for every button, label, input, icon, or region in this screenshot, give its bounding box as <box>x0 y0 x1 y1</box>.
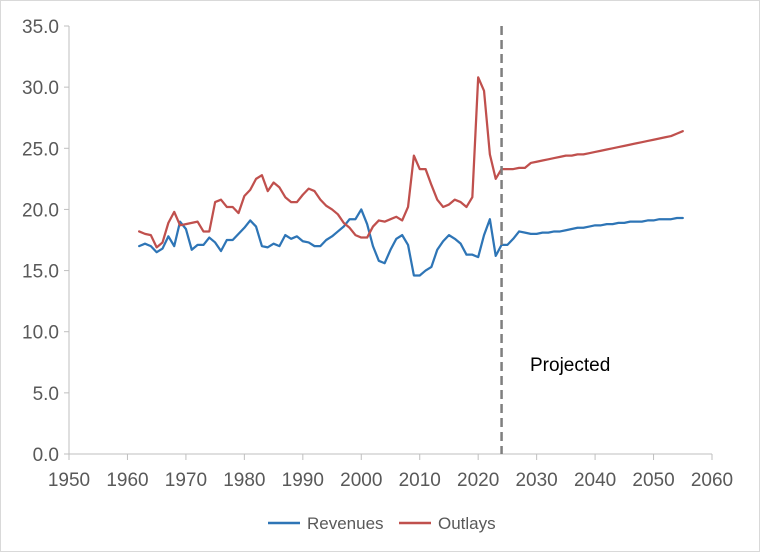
x-tick-label: 2010 <box>399 470 441 491</box>
series-group <box>138 76 684 277</box>
x-tick-label: 2020 <box>457 470 499 491</box>
x-tick-label: 2030 <box>515 470 557 491</box>
x-tick-label: 2000 <box>340 470 382 491</box>
annotation-group: Projected <box>500 26 610 454</box>
y-tick-label: 15.0 <box>22 262 59 283</box>
series-line-revenues <box>138 208 684 277</box>
x-tick-label: 2050 <box>632 470 674 491</box>
x-tick-label: 2040 <box>574 470 616 491</box>
x-tick-label: 2060 <box>691 470 733 491</box>
legend-label-outlays: Outlays <box>438 514 496 533</box>
x-tick-label: 1980 <box>223 470 265 491</box>
legend: Revenues Outlays <box>268 514 496 533</box>
y-tick-label: 20.0 <box>22 200 59 221</box>
y-tick-label: 10.0 <box>22 323 59 344</box>
y-tick-label: 25.0 <box>22 139 59 160</box>
x-tick-label: 1990 <box>282 470 324 491</box>
x-tick-label: 1970 <box>165 470 207 491</box>
y-tick-label: 30.0 <box>22 78 59 99</box>
y-tick-label: 5.0 <box>33 384 59 405</box>
x-tick-label: 1950 <box>48 470 90 491</box>
x-tick-label: 1960 <box>106 470 148 491</box>
axes: 0.0 5.0 10.0 15.0 20.0 25.0 30.0 35.0 1950 1960 19… <box>22 17 733 491</box>
y-tick-label: 0.0 <box>33 445 59 466</box>
projected-annotation: Projected <box>530 355 610 376</box>
y-tick-label: 35.0 <box>22 17 59 38</box>
series-line-outlays <box>138 76 684 249</box>
legend-label-revenues: Revenues <box>307 514 384 533</box>
